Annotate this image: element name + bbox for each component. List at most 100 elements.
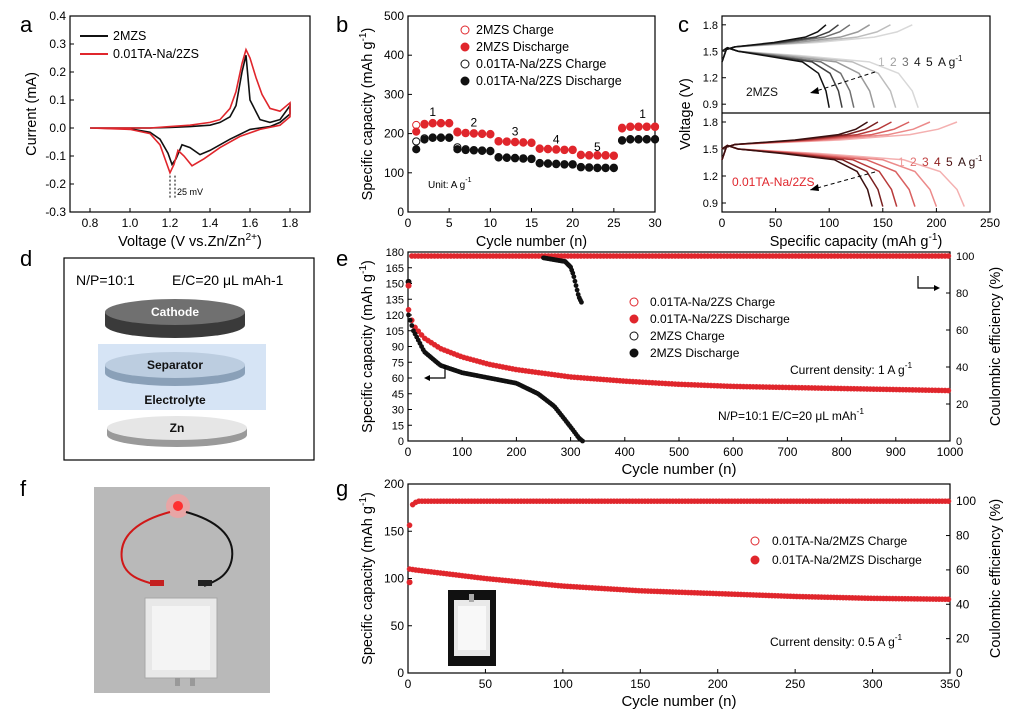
chart-e-legend-label: 2MZS Charge [650,329,725,343]
chart-b-point [453,145,462,154]
chart-c-top-rate-label: 2 [890,55,897,69]
chart-b-rate-label: 5 [594,140,601,154]
chart-b-point [478,146,487,155]
chart-c-bottom-rate-label: 5 [946,155,953,169]
chart-c-xtick-label: 100 [819,216,839,230]
chart-e-ytick-label: 165 [386,263,404,275]
chart-e-legend-marker [629,297,639,307]
chart-b-point [420,135,429,144]
chart-b-point [486,130,495,139]
chart-e-xtick-label: 0 [405,445,412,459]
panel-label-c: c [678,12,689,37]
chart-a-xtick-label: 1.0 [122,216,139,230]
chart-c-bottom-ytick-label: 1.8 [703,117,718,129]
chart-b-point [560,160,569,169]
panel-d-frame [63,257,315,461]
chart-b-point [650,135,660,144]
chart-b-point [502,153,511,163]
zn-disk-top [107,416,247,440]
chart-b-point [527,154,536,164]
chart-b-legend-marker [460,42,470,52]
inset-tab [469,594,474,602]
chart-c-bottom-arrow-head [810,184,819,191]
red-clip [150,580,164,586]
chart-g-ytick-label: 100 [384,572,404,586]
chart-e-ytick-label: 90 [392,342,404,354]
chart-g-current-density: Current density: 0.5 A g-1 [770,632,903,649]
chart-e-ylabel: Specific capacity (mAh g-1) [358,260,376,433]
chart-e-mzs-ce-point [573,283,579,288]
chart-e-ta-capacity-point [945,387,952,394]
chart-e-xtick-label: 1000 [937,445,964,459]
chart-b-point [609,163,618,173]
chart-g-xtick-label: 50 [479,677,493,691]
chart-b-xtick-label: 30 [648,216,662,230]
chart-e-y2tick-label: 100 [956,251,974,263]
chart-e-xtick-label: 900 [886,445,906,459]
chart-b-point [576,163,586,172]
chart-c-xtick-label: 50 [769,216,783,230]
chart-g-legend-marker [750,536,760,546]
chart-e-right-axis-arrowhead [934,285,940,291]
chart-g-y2tick-label: 20 [956,632,970,646]
chart-e-y2tick-label: 40 [956,362,968,374]
chart-a-xtick-label: 0.8 [82,216,99,230]
chart-b-point [634,135,643,144]
chart-b-xtick-label: 0 [405,216,412,230]
chart-b-point [453,128,462,137]
chart-b-point [519,138,528,147]
chart-e-y2tick-label: 0 [956,436,962,448]
chart-a-ytick-label: 0.2 [49,65,66,79]
chart-b-rate-label: 1 [639,107,646,121]
chart-c-top-rate-label: 1 [878,55,885,69]
chart-a-ytick-label: -0.2 [45,177,66,191]
chart-b-point [436,119,446,128]
chart-b-xtick-label: 15 [525,216,539,230]
chart-b-rate-label: 2 [471,116,478,130]
chart-c-top-rate-label: 5 [926,55,933,69]
chart-a-series-ta-na [89,47,291,175]
chart-e-ytick-label: 180 [386,247,404,259]
chart-a-ylabel: Current (mA) [24,72,40,156]
chart-g-ytick-label: 0 [397,666,404,680]
chart-a-frame [69,15,311,213]
chart-e-xtick-label: 700 [777,445,797,459]
chart-b-xtick-label: 20 [566,216,580,230]
chart-e-xtick-label: 300 [561,445,581,459]
pouch-tab-2 [190,678,195,686]
chart-b-point [502,137,511,146]
chart-e-y2tick-label: 60 [956,325,968,337]
chart-e-xtick-label: 200 [506,445,526,459]
chart-e-legend-marker [629,314,639,324]
chart-b-unit-note: Unit: A g-1 [428,177,472,191]
np-ratio-label: N/P=10:1 [76,272,135,288]
panel-f-photo [94,487,270,693]
chart-b-point [469,129,478,138]
chart-b-point [412,145,421,154]
chart-b-point [420,120,429,129]
chart-b-point [617,136,627,145]
chart-b-legend-label: 0.01TA-Na/2ZS Charge [476,57,606,71]
chart-a-ytick-label: 0.4 [49,9,66,23]
chart-a-ytick-label: 0.0 [49,121,66,135]
chart-b-point [552,160,561,169]
chart-b-point [445,119,454,128]
chart-b-point [510,154,520,163]
chart-b-point [585,163,594,172]
chart-c-xlabel: Specific capacity (mAh g-1) [770,232,943,250]
chart-b-point [436,133,446,143]
pouch-cell-inner [152,606,210,670]
chart-a-xlabel: Voltage (V vs.Zn/Zn2+) [118,232,262,250]
chart-c-frame [721,15,991,213]
chart-b-point [494,153,503,162]
chart-b-legend-label: 2MZS Charge [476,23,554,37]
chart-b-legend-label: 0.01TA-Na/2ZS Discharge [476,74,622,88]
chart-b-point [412,127,421,136]
cathode-disk-top [105,299,245,325]
chart-e-np-ec: N/P=10:1 E/C=20 μL mAh-1 [718,406,864,423]
panel-label-b: b [336,12,348,37]
chart-b-point [527,138,536,148]
separator-disk-top [105,352,245,378]
chart-g-xtick-label: 300 [863,677,883,691]
chart-b-ytick-label: 500 [384,9,404,23]
